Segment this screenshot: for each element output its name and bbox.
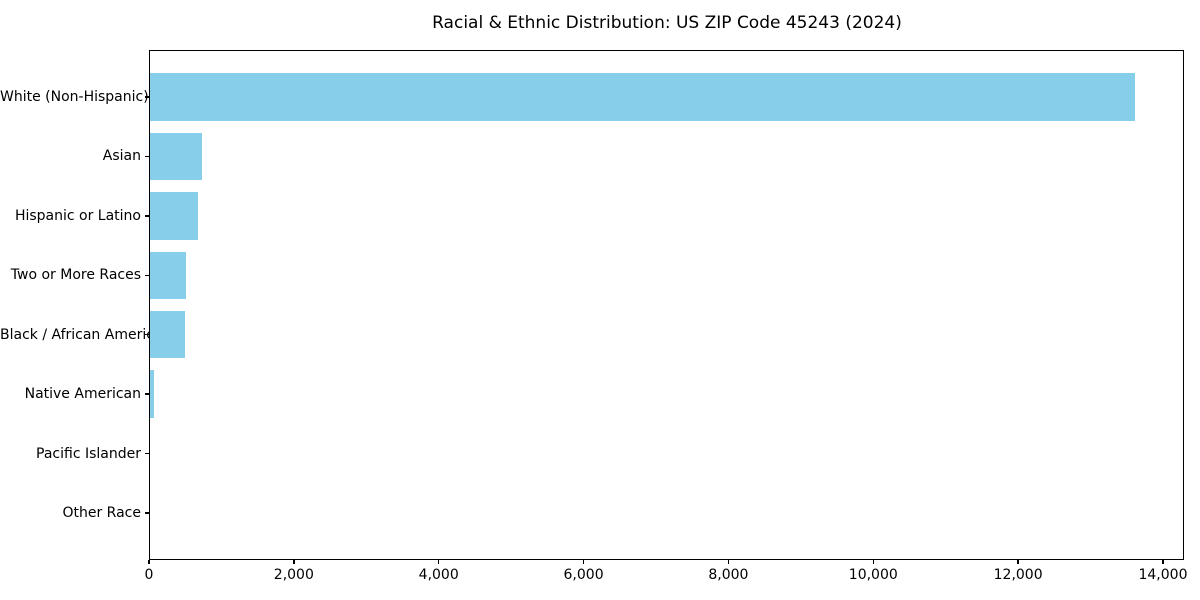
x-tick-mark-2000 (293, 560, 295, 564)
y-tick-mark-other-race (145, 512, 149, 514)
bar-hispanic-or-latino (149, 192, 198, 240)
x-tick-mark-6000 (582, 560, 585, 564)
bar-two-or-more-races (149, 251, 187, 300)
y-tick-mark-native-american (145, 393, 149, 395)
y-tick-label-native-american: Native American (24, 386, 141, 403)
bar-black-african-american (149, 310, 186, 359)
plot-frame (149, 50, 1184, 560)
x-tick-mark-4000 (437, 560, 440, 564)
x-tick-label-6000: 6,000 (563, 567, 604, 583)
y-tick-label-hispanic-or-latino: Hispanic or Latino (14, 207, 141, 224)
y-tick-label-white-non-hispanic: White (Non-Hispanic) (0, 88, 149, 105)
bar-asian (149, 132, 203, 181)
bar-white-non-hispanic (149, 73, 1136, 121)
y-tick-label-two-or-more-races: Two or More Races (10, 267, 141, 284)
chart-title: Racial & Ethnic Distribution: US ZIP Cod… (432, 13, 902, 33)
y-tick-mark-hispanic-or-latino (145, 215, 149, 217)
x-tick-label-8000: 8,000 (708, 567, 749, 583)
y-tick-mark-white-non-hispanic (145, 96, 149, 98)
x-tick-mark-14000 (1162, 560, 1164, 564)
y-tick-label-asian: Asian (102, 148, 141, 165)
y-tick-label-other-race: Other Race (62, 505, 141, 522)
x-tick-label-10000: 10,000 (848, 567, 898, 583)
x-tick-mark-0 (148, 560, 150, 564)
x-tick-label-14000: 14,000 (1138, 567, 1188, 583)
y-tick-label-pacific-islander: Pacific Islander (36, 445, 141, 462)
x-tick-label-0: 0 (144, 567, 154, 583)
x-tick-label-12000: 12,000 (993, 567, 1043, 583)
y-tick-mark-asian (145, 155, 149, 158)
x-tick-mark-8000 (727, 560, 730, 564)
y-tick-mark-two-or-more-races (145, 274, 149, 277)
bar-native-american (149, 370, 155, 418)
y-tick-mark-pacific-islander (145, 452, 149, 455)
x-tick-label-4000: 4,000 (418, 567, 459, 583)
x-tick-label-2000: 2,000 (273, 567, 314, 583)
x-tick-mark-10000 (872, 560, 875, 564)
x-tick-mark-12000 (1017, 560, 1019, 564)
y-tick-mark-black-african-american (145, 333, 149, 336)
y-tick-label-black-african-american: Black / African American (0, 326, 172, 343)
